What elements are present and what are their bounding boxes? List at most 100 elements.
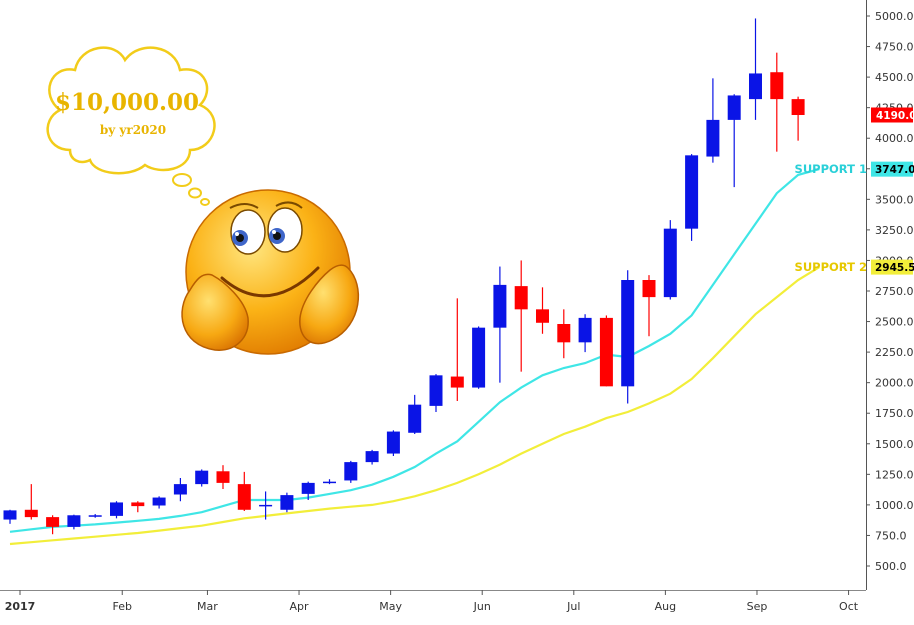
candle-body: [259, 504, 273, 507]
candle-down: [557, 309, 571, 359]
price-tick-label: 750.0: [875, 529, 907, 542]
candle-up: [429, 374, 443, 412]
candle-up: [408, 394, 422, 434]
price-tick-label: 4750.0: [875, 41, 914, 54]
time-tick-label: May: [379, 600, 402, 613]
candle-body: [514, 286, 528, 310]
time-tick-label: 2017: [5, 600, 36, 613]
price-axis: 500.0 750.0 1000.0 1250.0 1500.0 1750.0 2000.0…: [866, 10, 914, 573]
last-price-tag-box: [871, 107, 913, 123]
time-tick-label: Jun: [473, 600, 491, 613]
support-2-tag-value: 2945.5: [875, 262, 914, 274]
candle-body: [450, 376, 464, 388]
price-tick-label: 5000.0: [875, 10, 914, 23]
candle-up: [152, 496, 166, 509]
time-tick-label: Apr: [290, 600, 310, 613]
candle-up: [749, 18, 762, 120]
support-1-tag-value: 3747.0: [875, 164, 914, 176]
time-tick-label: Mar: [197, 600, 218, 613]
candle-up: [195, 469, 209, 487]
candle-body: [770, 72, 784, 100]
candle-up: [685, 154, 699, 241]
candle-down: [770, 52, 784, 152]
emoji-right-pupil-dot: [273, 232, 281, 240]
candle-body: [599, 317, 613, 387]
emoji-left-pupil-dot: [236, 234, 244, 242]
candles-group: [3, 18, 805, 535]
candle-body: [67, 515, 81, 527]
support-2-price-tag: 2945.5: [871, 259, 914, 275]
candle-up: [3, 509, 17, 524]
candle-body: [749, 73, 762, 100]
candle-up: [386, 430, 400, 456]
cloud-subtitle: by yr2020: [100, 123, 166, 137]
candle-down: [642, 275, 656, 337]
cloud-shape: [46, 46, 216, 175]
candle-body: [280, 495, 294, 510]
candle-body: [152, 497, 166, 506]
candle-body: [578, 317, 592, 343]
price-tick-label: 3250.0: [875, 224, 914, 237]
candle-down: [237, 471, 251, 511]
last-price-tag: 4190.0: [871, 107, 914, 123]
candle-up: [259, 491, 273, 520]
time-axis: 2017 Feb Mar Apr May Jun Jul Aug Sep Oct: [5, 590, 859, 613]
candle-body: [791, 99, 805, 115]
candle-up: [110, 501, 123, 519]
candle-up: [323, 479, 336, 485]
cloud-bubble-medium: [188, 187, 202, 199]
price-tick-label: 1250.0: [875, 468, 914, 481]
emoji-left-eye-shine: [235, 232, 239, 236]
candle-body: [301, 482, 315, 494]
time-tick-label: Jul: [566, 600, 580, 613]
candle-body: [237, 484, 251, 510]
candle-up: [493, 266, 507, 383]
support-1-label: SUPPORT 1: [795, 162, 867, 176]
candle-up: [365, 449, 379, 465]
candle-up: [578, 314, 592, 353]
candle-up: [621, 270, 635, 404]
price-tick-label: 1750.0: [875, 407, 914, 420]
candle-body: [557, 324, 571, 343]
candle-body: [3, 510, 17, 520]
price-tick-label: 4000.0: [875, 132, 914, 145]
price-tick-label: 1500.0: [875, 438, 914, 451]
time-tick-label: Aug: [655, 600, 676, 613]
candle-body: [472, 327, 486, 388]
candle-body: [323, 481, 336, 484]
candle-body: [706, 119, 720, 157]
price-tick-label: 2750.0: [875, 285, 914, 298]
price-tick-label: 2250.0: [875, 346, 914, 359]
candle-up: [67, 514, 81, 530]
candle-body: [173, 484, 187, 495]
last-price-tag-value: 4190.0: [876, 110, 914, 122]
candle-down: [24, 484, 38, 520]
candle-up: [88, 514, 102, 518]
candle-body: [365, 451, 379, 463]
candle-body: [536, 309, 549, 323]
candle-body: [88, 515, 102, 517]
candle-body: [621, 280, 635, 387]
emoji-right-eye-shine: [272, 230, 276, 234]
emoji-right-brow: [275, 201, 303, 209]
candle-up: [706, 78, 720, 163]
candle-body: [663, 228, 677, 298]
candle-body: [408, 404, 422, 433]
candle-up: [344, 460, 358, 483]
candle-up: [663, 220, 677, 300]
candle-down: [131, 501, 145, 513]
candle-body: [24, 509, 38, 518]
candle-down: [216, 465, 230, 489]
cloud-bubble-small: [200, 198, 210, 206]
candle-body: [216, 471, 230, 483]
time-tick-label: Oct: [839, 600, 859, 613]
candle-body: [195, 470, 209, 485]
candle-body: [110, 502, 123, 516]
cloud-bubble-large: [172, 173, 192, 187]
candle-body: [727, 95, 741, 120]
dreaming-emoji-icon: [181, 189, 360, 355]
support-1-tag-box: [871, 161, 913, 177]
candle-body: [685, 155, 699, 229]
price-tick-label: 4500.0: [875, 71, 914, 84]
